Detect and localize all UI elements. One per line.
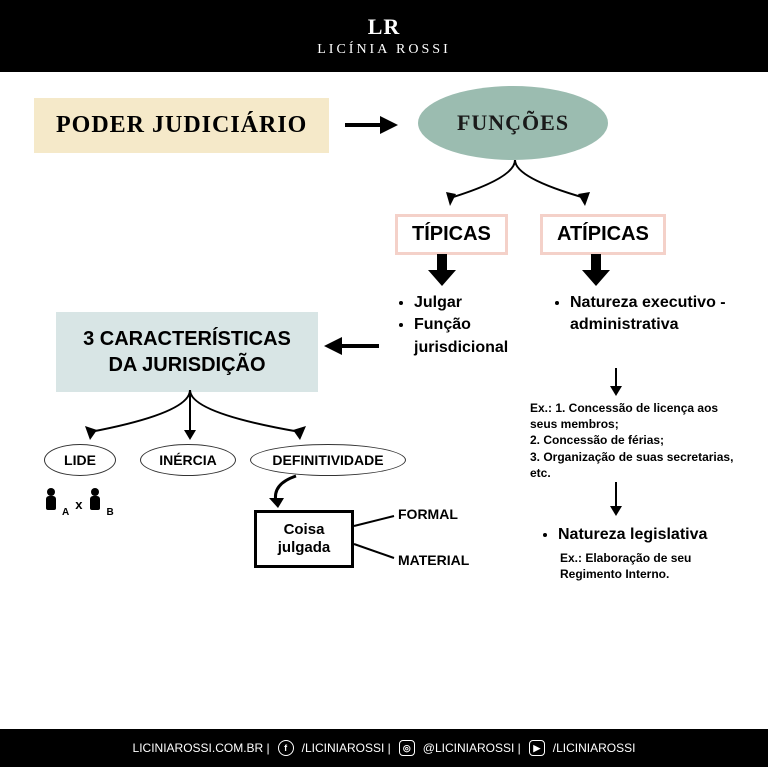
- atipicas-examples: Ex.: 1. Concessão de licença aos seus me…: [530, 400, 740, 481]
- down-arrow-icon: [608, 368, 624, 396]
- tipicas-box: TÍPICAS: [395, 214, 508, 255]
- formal-label: FORMAL: [398, 506, 458, 522]
- left-arrow-icon: [324, 334, 384, 358]
- coisa-julgada-label: Coisa julgada: [278, 521, 331, 556]
- inercia-label: INÉRCIA: [159, 452, 217, 468]
- bullet-item: Função jurisdicional: [414, 314, 536, 359]
- tipicas-label: TÍPICAS: [412, 223, 491, 245]
- coisa-julgada-box: Coisa julgada: [254, 510, 354, 568]
- bullet-item: Julgar: [414, 292, 536, 314]
- title-box: PODER JUDICIÁRIO: [34, 98, 329, 153]
- down-arrow-icon: [428, 254, 456, 288]
- logo-name: LICÍNIA ROSSI: [317, 42, 451, 58]
- atipicas-bullet2: Natureza legislativa: [540, 524, 740, 546]
- lide-b: B: [106, 507, 113, 518]
- header: LR LICÍNIA ROSSI: [0, 0, 768, 72]
- bullet-item: Natureza legislativa: [558, 524, 740, 546]
- atipicas-bullet1: Natureza executivo - administrativa: [552, 292, 732, 337]
- footer-yt: /LICINIAROSSI: [553, 741, 636, 755]
- person-icon: [88, 488, 102, 512]
- bullet-item: Natureza executivo - administrativa: [570, 292, 732, 337]
- funcoes-ellipse: FUNÇÕES: [418, 86, 608, 160]
- down-arrow-icon: [608, 482, 624, 516]
- person-icon: [44, 488, 58, 512]
- facebook-icon: f: [278, 740, 294, 756]
- title-text: PODER JUDICIÁRIO: [56, 112, 307, 138]
- lide-x: x: [75, 497, 82, 512]
- footer-ig: @LICINIAROSSI |: [423, 741, 521, 755]
- caracteristicas-title: 3 CARACTERÍSTICAS DA JURISDIÇÃO: [83, 328, 291, 376]
- inercia-ellipse: INÉRCIA: [140, 444, 236, 476]
- youtube-icon: ▶: [529, 740, 545, 756]
- lide-label: LIDE: [64, 452, 96, 468]
- arrow-icon: [340, 110, 400, 140]
- branch-connector: [400, 158, 630, 218]
- lide-a: A: [62, 507, 69, 518]
- material-label: MATERIAL: [398, 552, 469, 568]
- down-arrow-icon: [582, 254, 610, 288]
- logo-initials: LR: [368, 14, 401, 40]
- instagram-icon: ◎: [399, 740, 415, 756]
- atipicas-box: ATÍPICAS: [540, 214, 666, 255]
- lide-people: A x B: [44, 488, 114, 512]
- atipicas-label: ATÍPICAS: [557, 223, 649, 245]
- branch-connector: [50, 388, 350, 444]
- lide-ellipse: LIDE: [44, 444, 116, 476]
- footer-fb: /LICINIAROSSI |: [302, 741, 391, 755]
- curved-arrow-icon: [266, 474, 306, 510]
- atipicas-example2: Ex.: Elaboração de seu Regimento Interno…: [560, 550, 740, 582]
- caracteristicas-box: 3 CARACTERÍSTICAS DA JURISDIÇÃO: [56, 312, 318, 392]
- diagram-content: PODER JUDICIÁRIO FUNÇÕES TÍPICAS ATÍPICA…: [0, 72, 768, 729]
- funcoes-label: FUNÇÕES: [457, 110, 569, 136]
- footer-site: LICINIAROSSI.COM.BR |: [133, 741, 270, 755]
- tipicas-bullets: Julgar Função jurisdicional: [396, 292, 536, 359]
- footer: LICINIAROSSI.COM.BR | f /LICINIAROSSI | …: [0, 729, 768, 767]
- definitividade-label: DEFINITIVIDADE: [272, 452, 383, 468]
- definitividade-ellipse: DEFINITIVIDADE: [250, 444, 406, 476]
